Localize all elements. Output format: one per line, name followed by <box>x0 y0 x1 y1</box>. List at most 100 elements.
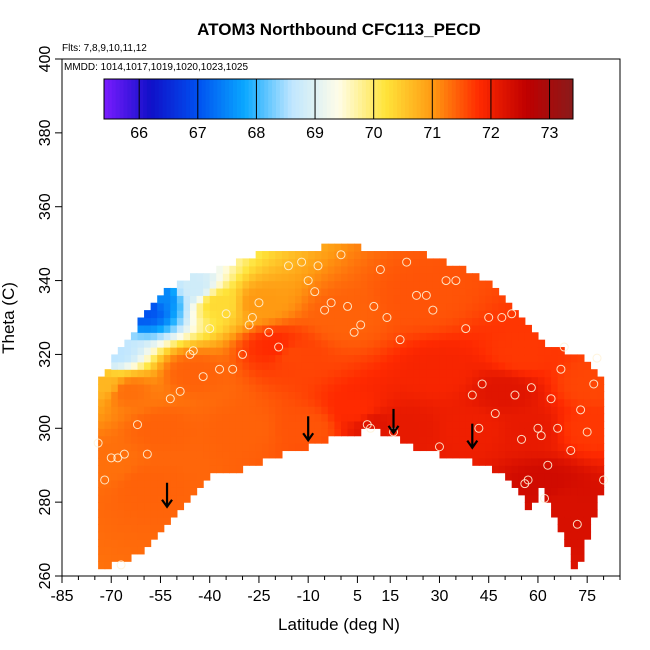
heat-cell <box>518 420 526 429</box>
colorbar-tick-label: 70 <box>365 125 383 142</box>
heat-cell <box>216 354 224 363</box>
heat-cell <box>275 450 283 459</box>
heat-cell <box>242 302 250 311</box>
heat-cell <box>157 465 165 474</box>
heat-cell <box>446 354 454 363</box>
heat-cell <box>413 347 421 356</box>
heat-cell <box>439 317 447 326</box>
heat-cell <box>465 391 473 400</box>
heat-cell <box>373 265 381 274</box>
heat-cell <box>196 317 204 326</box>
colorbar-segment <box>232 79 238 119</box>
heat-cell <box>117 361 125 370</box>
heat-cell <box>367 347 375 356</box>
heat-cell <box>157 457 165 466</box>
heat-cell <box>190 435 198 444</box>
heat-cell <box>196 413 204 422</box>
heat-cell <box>170 287 178 296</box>
heat-cell <box>380 391 388 400</box>
heat-cell <box>222 406 230 415</box>
heat-cell <box>301 413 309 422</box>
heat-cell <box>439 339 447 348</box>
heat-cell <box>564 420 572 429</box>
heat-cell <box>190 487 198 496</box>
heat-cell <box>288 258 296 267</box>
colorbar-segment <box>408 79 414 119</box>
colorbar-segment <box>373 79 379 119</box>
heat-cell <box>216 435 224 444</box>
heat-cell <box>157 524 165 533</box>
heat-cell <box>524 502 532 511</box>
heat-cell <box>367 391 375 400</box>
heat-cell <box>308 287 316 296</box>
heat-cell <box>380 339 388 348</box>
heat-cell <box>386 265 395 274</box>
heat-cell <box>229 435 237 444</box>
observation-point <box>546 394 556 404</box>
heat-cell <box>446 347 454 356</box>
heat-cell <box>413 354 421 363</box>
heat-cell <box>426 273 434 282</box>
observation-point <box>165 394 175 404</box>
heat-cell <box>485 391 493 400</box>
heat-cell <box>216 428 224 437</box>
heat-cell <box>235 347 244 356</box>
heat-cell <box>235 435 244 444</box>
heat-cell <box>491 420 500 429</box>
heat-cell <box>360 251 368 260</box>
heat-cell <box>597 406 605 415</box>
heat-cell <box>98 561 106 570</box>
heat-cell <box>478 450 487 459</box>
heat-cell <box>281 273 290 282</box>
heat-cell <box>439 354 447 363</box>
heat-cell <box>439 324 447 333</box>
observation-point <box>343 301 353 311</box>
heat-cell <box>235 317 244 326</box>
heat-cell <box>157 361 165 370</box>
heat-cell <box>137 531 145 540</box>
heat-cell <box>419 398 427 407</box>
heat-cell <box>222 287 230 296</box>
heat-cell <box>163 465 171 474</box>
heat-cell <box>288 406 296 415</box>
heat-cell <box>170 450 178 459</box>
heat-cell <box>341 361 349 370</box>
heat-cell <box>249 339 257 348</box>
heat-cell <box>334 324 342 333</box>
heat-cell <box>308 413 316 422</box>
heat-cell <box>176 450 185 459</box>
heat-cell <box>196 450 204 459</box>
heat-cell <box>288 287 296 296</box>
heat-cell <box>485 354 493 363</box>
heat-cell <box>478 317 487 326</box>
heat-cell <box>400 332 408 341</box>
heat-cell <box>327 376 336 385</box>
colorbar-segment <box>361 79 367 119</box>
heat-cell <box>229 391 237 400</box>
heat-cell <box>452 265 460 274</box>
heat-cell <box>137 539 145 548</box>
heat-cell <box>557 502 565 511</box>
observation-point <box>264 327 274 337</box>
heat-cell <box>255 450 263 459</box>
heat-cell <box>459 398 467 407</box>
colorbar-segment <box>561 79 566 119</box>
heat-cell <box>104 369 112 378</box>
heat-cell <box>459 324 467 333</box>
heat-cell <box>117 376 125 385</box>
heat-cell <box>288 317 296 326</box>
heat-cell <box>419 361 427 370</box>
heat-cell <box>426 265 434 274</box>
heat-cell <box>334 369 342 378</box>
heat-cell <box>419 369 427 378</box>
heat-cell <box>577 516 585 525</box>
heat-cell <box>235 428 244 437</box>
heat-cell <box>537 361 546 370</box>
heat-cell <box>524 494 532 503</box>
heat-cell <box>327 258 336 267</box>
heat-cell <box>452 310 460 319</box>
heat-cell <box>518 443 526 452</box>
heat-cell <box>373 347 381 356</box>
heat-cell <box>531 487 539 496</box>
heat-cell <box>209 376 217 385</box>
